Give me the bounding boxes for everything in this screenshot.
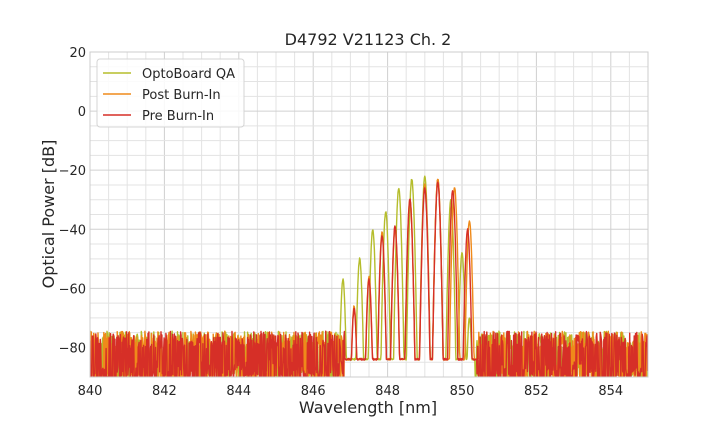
series-layer [90,175,648,377]
chart-title: D4792 V21123 Ch. 2 [285,30,452,49]
x-tick-label: 842 [152,384,177,399]
legend-box [96,58,245,128]
y-tick-label: 20 [69,46,86,61]
series-line-pre-burn-in [90,181,648,377]
x-tick-label: 846 [301,384,326,399]
x-tick-label: 850 [450,384,475,399]
y-tick-label: −40 [59,223,86,238]
y-tick-label: −20 [59,164,86,179]
legend-label: Pre Burn-In [142,109,214,124]
x-tick-label: 840 [78,384,103,399]
legend-label: OptoBoard QA [142,67,235,82]
x-axis-label: Wavelength [nm] [299,398,437,417]
y-tick-label: −60 [59,282,86,297]
y-tick-label: −80 [59,341,86,356]
y-axis-label: Optical Power [dB] [39,140,58,289]
plot-frame [89,51,649,378]
x-tick-label: 854 [598,384,623,399]
x-tick-label: 844 [226,384,251,399]
x-ticks: 840 842 844 846 848 850 852 854 [78,384,624,399]
legend: OptoBoard QA Post Burn-In Pre Burn-In [96,58,245,128]
x-tick-label: 852 [524,384,549,399]
x-tick-label: 848 [375,384,400,399]
y-ticks: 20 0 −20 −40 −60 −80 [59,46,86,356]
y-tick-label: 0 [78,105,86,120]
legend-label: Post Burn-In [142,88,221,103]
